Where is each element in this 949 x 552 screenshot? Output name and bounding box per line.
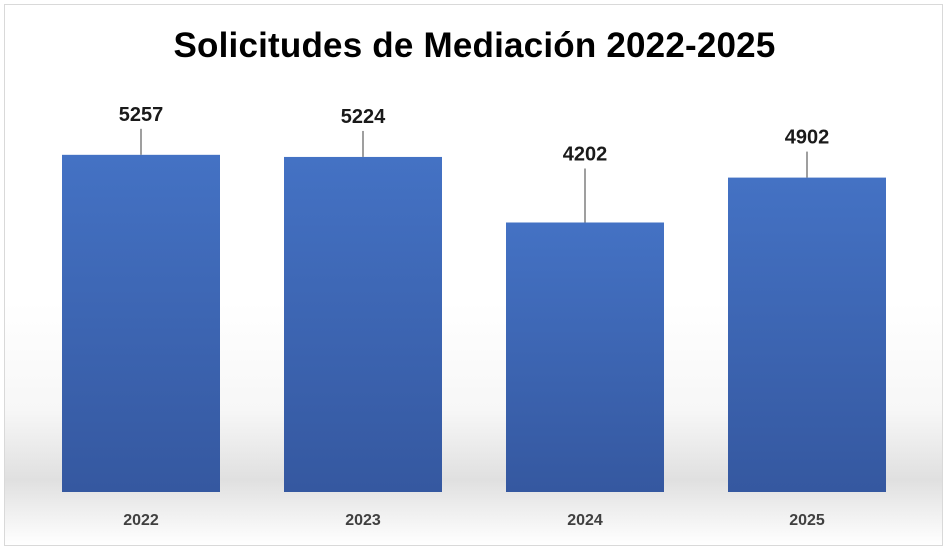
bar-2023 [284,156,442,492]
x-tick-label-2025: 2025 [789,512,825,529]
bar-2024 [506,222,664,492]
x-tick-label-2022: 2022 [123,512,159,529]
x-tick-label-2024: 2024 [567,512,603,529]
x-tick-label-2023: 2023 [345,512,381,529]
bar-2022 [62,154,220,492]
data-label-2023: 5224 [341,106,386,128]
chart-title: Solicitudes de Mediación 2022-2025 [173,26,776,65]
bar-2025 [728,177,886,492]
data-label-2024: 4202 [563,143,608,165]
data-label-2022: 5257 [119,104,164,126]
data-label-2025: 4902 [785,127,830,149]
